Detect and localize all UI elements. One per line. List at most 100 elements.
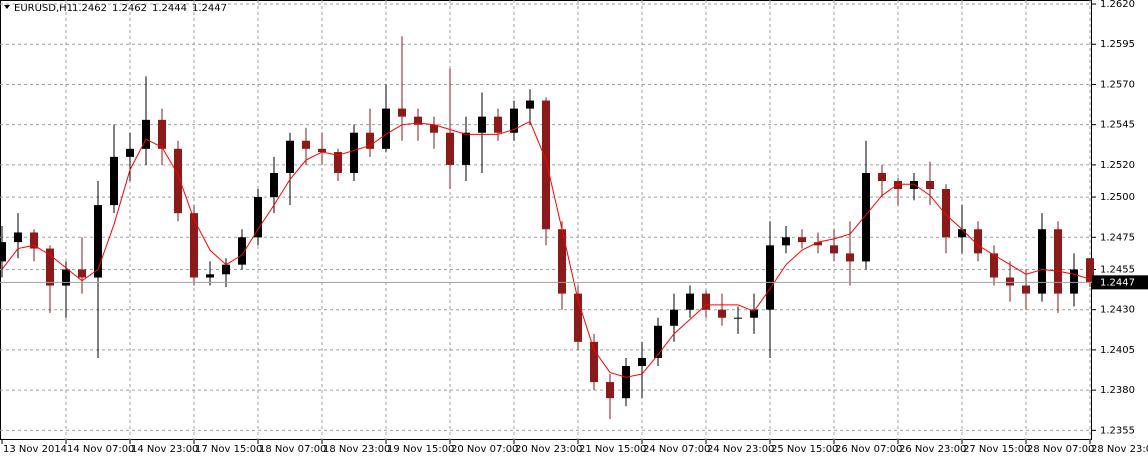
candle-body (446, 132, 454, 165)
y-tick-label: 1.2545 (1100, 120, 1135, 131)
y-tick-label: 1.2500 (1100, 192, 1135, 203)
candle-body (862, 172, 870, 262)
candle-body (318, 148, 326, 153)
y-tick-label: 1.2355 (1100, 425, 1135, 436)
candle-body (414, 116, 422, 125)
ohlc-value: 1.2444 (152, 3, 187, 14)
candle-body (126, 148, 134, 157)
candle-body (30, 232, 38, 249)
candle-body (990, 253, 998, 278)
candle-body (766, 245, 774, 310)
y-tick-label: 1.2455 (1100, 264, 1135, 275)
x-tick-label: 17 Nov 15:00 (195, 444, 262, 455)
y-tick-label: 1.2380 (1100, 385, 1135, 396)
candle-body (398, 108, 406, 117)
candle-body (1054, 229, 1062, 294)
x-tick-label: 26 Nov 07:00 (835, 444, 902, 455)
candle-body (462, 132, 470, 165)
candle-body (718, 309, 726, 318)
candle-body (798, 237, 806, 243)
candle-body (190, 213, 198, 278)
candle-body (1038, 229, 1046, 294)
candle-body (654, 325, 662, 358)
candle-body (734, 317, 742, 319)
candle-body (222, 264, 230, 275)
candle-body (590, 341, 598, 383)
candle-body (302, 140, 310, 149)
candle-body (686, 293, 694, 310)
candle-body (1086, 258, 1094, 283)
candle-body (110, 156, 118, 206)
candle-body (894, 180, 902, 190)
candle-body (846, 253, 854, 262)
candle-body (14, 232, 22, 243)
candle-body (94, 205, 102, 278)
candle-body (174, 148, 182, 214)
symbol-label: EURUSD,H1 (14, 3, 73, 14)
candle-body (366, 132, 374, 149)
candle-body (0, 242, 6, 262)
y-tick-label: 1.2475 (1100, 232, 1135, 243)
candle-body (750, 309, 758, 318)
candle-body (62, 269, 70, 286)
y-tick-label: 1.2595 (1100, 39, 1135, 50)
x-tick-label: 28 Nov 07:00 (1027, 444, 1094, 455)
x-tick-label: 14 Nov 23:00 (131, 444, 198, 455)
candle-body (702, 293, 710, 310)
candle-body (46, 248, 54, 286)
candle-body (142, 119, 150, 149)
x-tick-label: 24 Nov 07:00 (643, 444, 710, 455)
candle-body (974, 229, 982, 254)
price-label: 1.2447 (1100, 277, 1135, 288)
candle-body (286, 140, 294, 173)
candle-body (926, 180, 934, 190)
x-tick-label: 18 Nov 07:00 (259, 444, 326, 455)
candle-body (622, 365, 630, 399)
candle-body (606, 382, 614, 399)
ohlc-value: 1.2447 (192, 3, 227, 14)
x-tick-label: 26 Nov 23:00 (899, 444, 966, 455)
candle-body (206, 274, 214, 278)
y-tick-label: 1.2405 (1100, 345, 1135, 356)
candle-body (254, 197, 262, 238)
candle-body (510, 108, 518, 133)
candle-body (1022, 285, 1030, 294)
candle-body (910, 180, 918, 190)
candle-body (814, 242, 822, 246)
candle-body (958, 229, 966, 238)
candle-body (830, 245, 838, 254)
menu-icon (4, 5, 10, 9)
y-tick-label: 1.2520 (1100, 160, 1135, 171)
candle-body (526, 100, 534, 109)
candle-body (78, 269, 86, 278)
candle-body (270, 172, 278, 198)
y-tick-label: 1.2570 (1100, 79, 1135, 90)
candle-body (382, 108, 390, 149)
x-tick-label: 24 Nov 23:00 (707, 444, 774, 455)
candle-body (238, 237, 246, 265)
candle-body (542, 100, 550, 230)
x-tick-label: 19 Nov 15:00 (387, 444, 454, 455)
x-tick-label: 13 Nov 2014 (3, 444, 67, 455)
candle-body (782, 237, 790, 246)
x-tick-label: 28 Nov 23:00 (1091, 444, 1148, 455)
y-tick-label: 1.2430 (1100, 305, 1135, 316)
x-tick-label: 20 Nov 23:00 (515, 444, 582, 455)
candle-body (478, 116, 486, 133)
candle-body (574, 293, 582, 342)
ohlc-value: 1.2462 (72, 3, 107, 14)
candle-body (350, 132, 358, 173)
x-tick-label: 21 Nov 15:00 (579, 444, 646, 455)
candle-body (670, 309, 678, 326)
moving-average (1, 120, 1091, 378)
candle-body (942, 189, 950, 238)
y-tick-label: 1.2620 (1100, 0, 1135, 10)
x-tick-label: 27 Nov 15:00 (963, 444, 1030, 455)
x-tick-label: 18 Nov 23:00 (323, 444, 390, 455)
x-tick-label: 25 Nov 15:00 (771, 444, 838, 455)
price-label-box (1092, 275, 1148, 290)
candle-body (158, 119, 166, 149)
candle-body (334, 152, 342, 173)
